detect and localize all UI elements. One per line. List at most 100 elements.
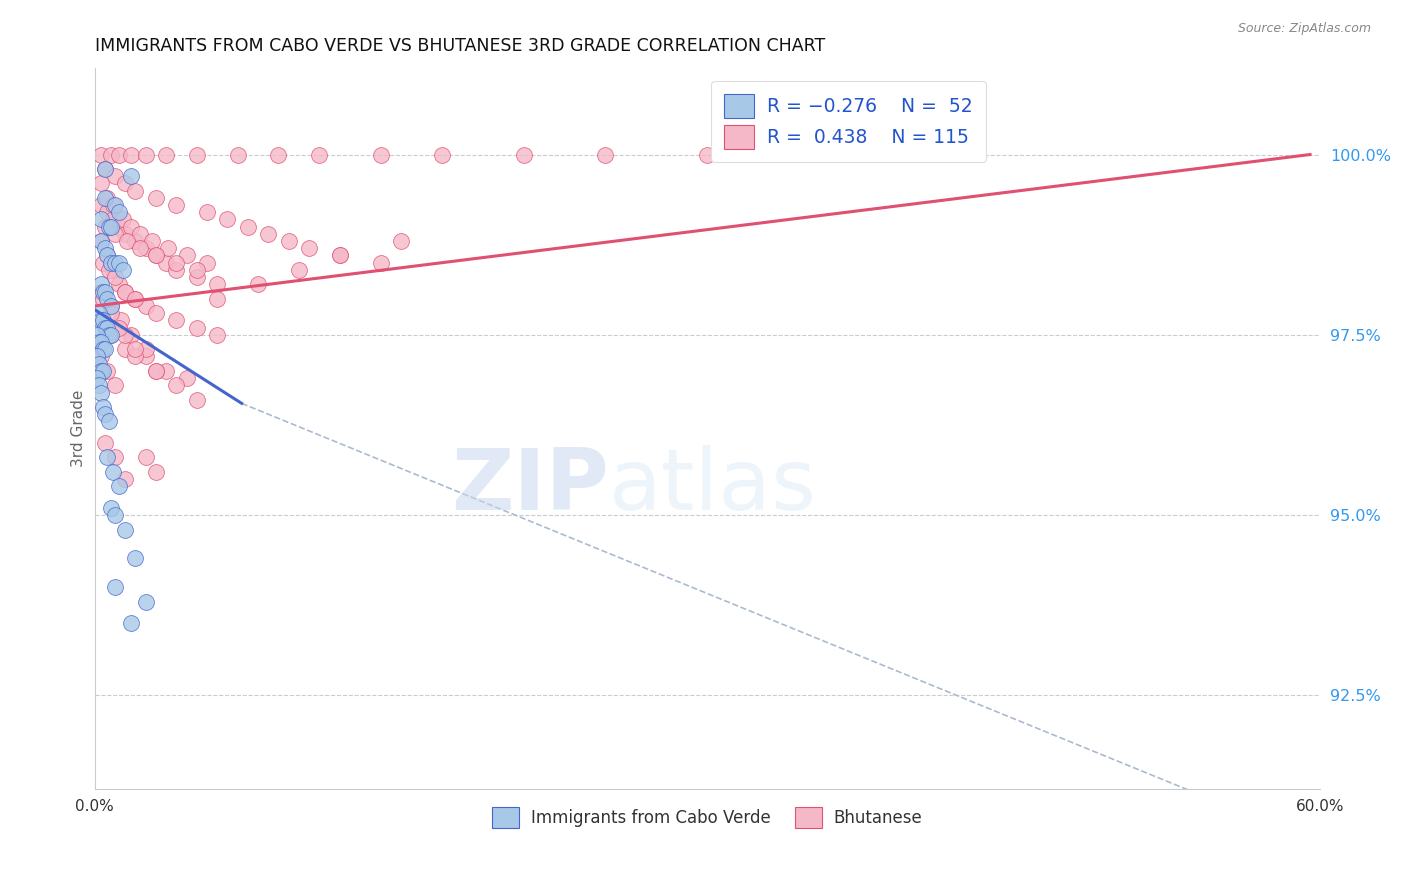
Point xyxy=(114,177,136,191)
Point xyxy=(696,147,718,161)
Point xyxy=(329,248,352,262)
Point xyxy=(96,320,118,334)
Point xyxy=(135,343,157,357)
Point xyxy=(110,313,132,327)
Point xyxy=(217,212,239,227)
Point xyxy=(108,205,131,219)
Point xyxy=(186,263,208,277)
Point xyxy=(90,234,112,248)
Point xyxy=(86,327,108,342)
Point xyxy=(195,256,218,270)
Point xyxy=(145,248,167,262)
Point xyxy=(94,241,117,255)
Point xyxy=(91,256,114,270)
Point xyxy=(246,277,269,292)
Point xyxy=(100,500,122,515)
Point xyxy=(96,450,118,465)
Point xyxy=(94,320,117,334)
Point xyxy=(91,292,114,306)
Point xyxy=(100,306,122,320)
Point xyxy=(329,248,352,262)
Point xyxy=(97,219,120,234)
Point xyxy=(101,198,124,212)
Point xyxy=(91,285,114,299)
Point xyxy=(108,277,131,292)
Point xyxy=(114,523,136,537)
Point xyxy=(104,270,127,285)
Point xyxy=(120,616,142,631)
Point xyxy=(104,198,127,212)
Point xyxy=(141,234,163,248)
Point xyxy=(100,327,122,342)
Point xyxy=(165,198,187,212)
Point xyxy=(430,147,453,161)
Point xyxy=(298,241,321,255)
Point xyxy=(120,327,142,342)
Point xyxy=(114,285,136,299)
Point xyxy=(90,350,112,364)
Point xyxy=(155,364,177,378)
Point xyxy=(124,292,146,306)
Point xyxy=(145,364,167,378)
Point xyxy=(165,378,187,392)
Point xyxy=(176,371,198,385)
Point xyxy=(91,400,114,414)
Point xyxy=(195,205,218,219)
Point xyxy=(145,364,167,378)
Point xyxy=(165,263,187,277)
Point xyxy=(389,234,412,248)
Point xyxy=(124,184,146,198)
Text: ZIP: ZIP xyxy=(451,445,609,528)
Point xyxy=(90,277,112,292)
Point xyxy=(96,292,118,306)
Point xyxy=(101,263,124,277)
Point xyxy=(96,191,118,205)
Point xyxy=(87,334,110,349)
Point xyxy=(117,234,139,248)
Point xyxy=(104,378,127,392)
Point xyxy=(101,465,124,479)
Point xyxy=(108,147,131,161)
Point xyxy=(90,198,112,212)
Point xyxy=(155,256,177,270)
Point xyxy=(90,212,112,227)
Point xyxy=(120,169,142,183)
Text: IMMIGRANTS FROM CABO VERDE VS BHUTANESE 3RD GRADE CORRELATION CHART: IMMIGRANTS FROM CABO VERDE VS BHUTANESE … xyxy=(94,37,825,55)
Point xyxy=(128,227,150,241)
Point xyxy=(108,479,131,493)
Point xyxy=(114,343,136,357)
Point xyxy=(124,551,146,566)
Point xyxy=(112,263,135,277)
Point xyxy=(165,313,187,327)
Point xyxy=(370,256,392,270)
Point xyxy=(186,320,208,334)
Point xyxy=(96,364,118,378)
Point xyxy=(104,580,127,594)
Point xyxy=(108,219,131,234)
Point xyxy=(205,327,228,342)
Point xyxy=(101,212,124,227)
Point xyxy=(124,343,146,357)
Point xyxy=(114,327,136,342)
Point xyxy=(226,147,249,161)
Point xyxy=(94,436,117,450)
Point xyxy=(114,472,136,486)
Point xyxy=(96,248,118,262)
Point xyxy=(87,306,110,320)
Point xyxy=(87,378,110,392)
Point xyxy=(135,299,157,313)
Point xyxy=(91,313,114,327)
Point xyxy=(90,313,112,327)
Point xyxy=(155,147,177,161)
Point xyxy=(135,241,157,255)
Point xyxy=(90,364,112,378)
Text: Source: ZipAtlas.com: Source: ZipAtlas.com xyxy=(1237,22,1371,36)
Point xyxy=(91,364,114,378)
Point xyxy=(90,285,112,299)
Point xyxy=(94,161,117,176)
Point xyxy=(114,227,136,241)
Point xyxy=(145,191,167,205)
Point xyxy=(120,219,142,234)
Point xyxy=(145,248,167,262)
Point xyxy=(370,147,392,161)
